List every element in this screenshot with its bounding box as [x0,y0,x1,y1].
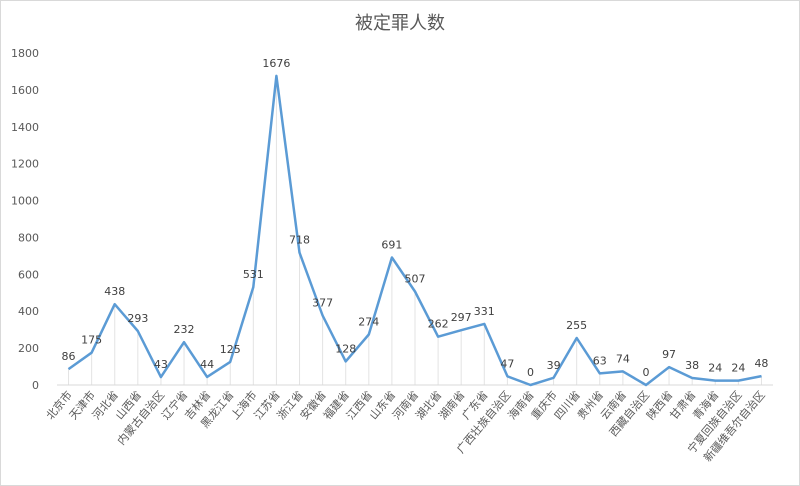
data-label: 691 [381,239,402,252]
chart-title: 被定罪人数 [355,13,445,34]
data-label: 48 [754,357,768,370]
data-label: 507 [405,272,426,285]
x-axis-ticks: 北京市天津市河北省山西省内蒙古自治区辽宁省吉林省黑龙江省上海市江苏省浙江省安徽省… [43,388,768,464]
y-axis-ticks: 0 200 400 600 800 1000 1200 1400 1600 1800 [11,47,39,392]
data-labels: 86 175 438 293 43 232 44 125 531 1676 718 377 128 274… [62,57,769,379]
data-label: 97 [662,348,676,361]
data-label: 74 [616,352,630,365]
y-tick-label: 1800 [11,47,39,60]
data-label: 86 [62,350,76,363]
data-label: 438 [104,285,125,298]
y-tick-label: 0 [32,379,39,392]
data-label: 331 [474,305,495,318]
data-label: 128 [335,342,356,355]
y-tick-label: 400 [18,305,39,318]
data-label: 125 [220,343,241,356]
data-label: 293 [127,312,148,325]
data-label: 39 [547,359,561,372]
data-label: 262 [428,318,449,331]
data-label: 718 [289,234,310,247]
data-label: 175 [81,334,102,347]
data-label: 43 [154,358,168,371]
data-label: 0 [642,366,649,379]
y-tick-label: 200 [18,342,39,355]
y-tick-label: 1600 [11,84,39,97]
data-label: 255 [566,319,587,332]
data-label: 44 [200,358,214,371]
data-label: 24 [731,362,745,375]
data-label: 47 [500,357,514,370]
y-tick-label: 600 [18,268,39,281]
data-label: 377 [312,296,333,309]
data-label: 0 [527,366,534,379]
data-label: 38 [685,359,699,372]
data-label: 63 [593,354,607,367]
drop-lines [68,75,762,385]
y-tick-label: 1200 [11,158,39,171]
y-tick-label: 1400 [11,121,39,134]
data-label: 24 [708,362,722,375]
data-label: 297 [451,311,472,324]
series-line [67,74,762,387]
data-label: 274 [358,315,379,328]
data-label: 531 [243,268,264,281]
data-label: 1676 [262,57,290,70]
y-tick-label: 1000 [11,195,39,208]
y-tick-label: 800 [18,231,39,244]
data-label: 232 [174,323,195,336]
